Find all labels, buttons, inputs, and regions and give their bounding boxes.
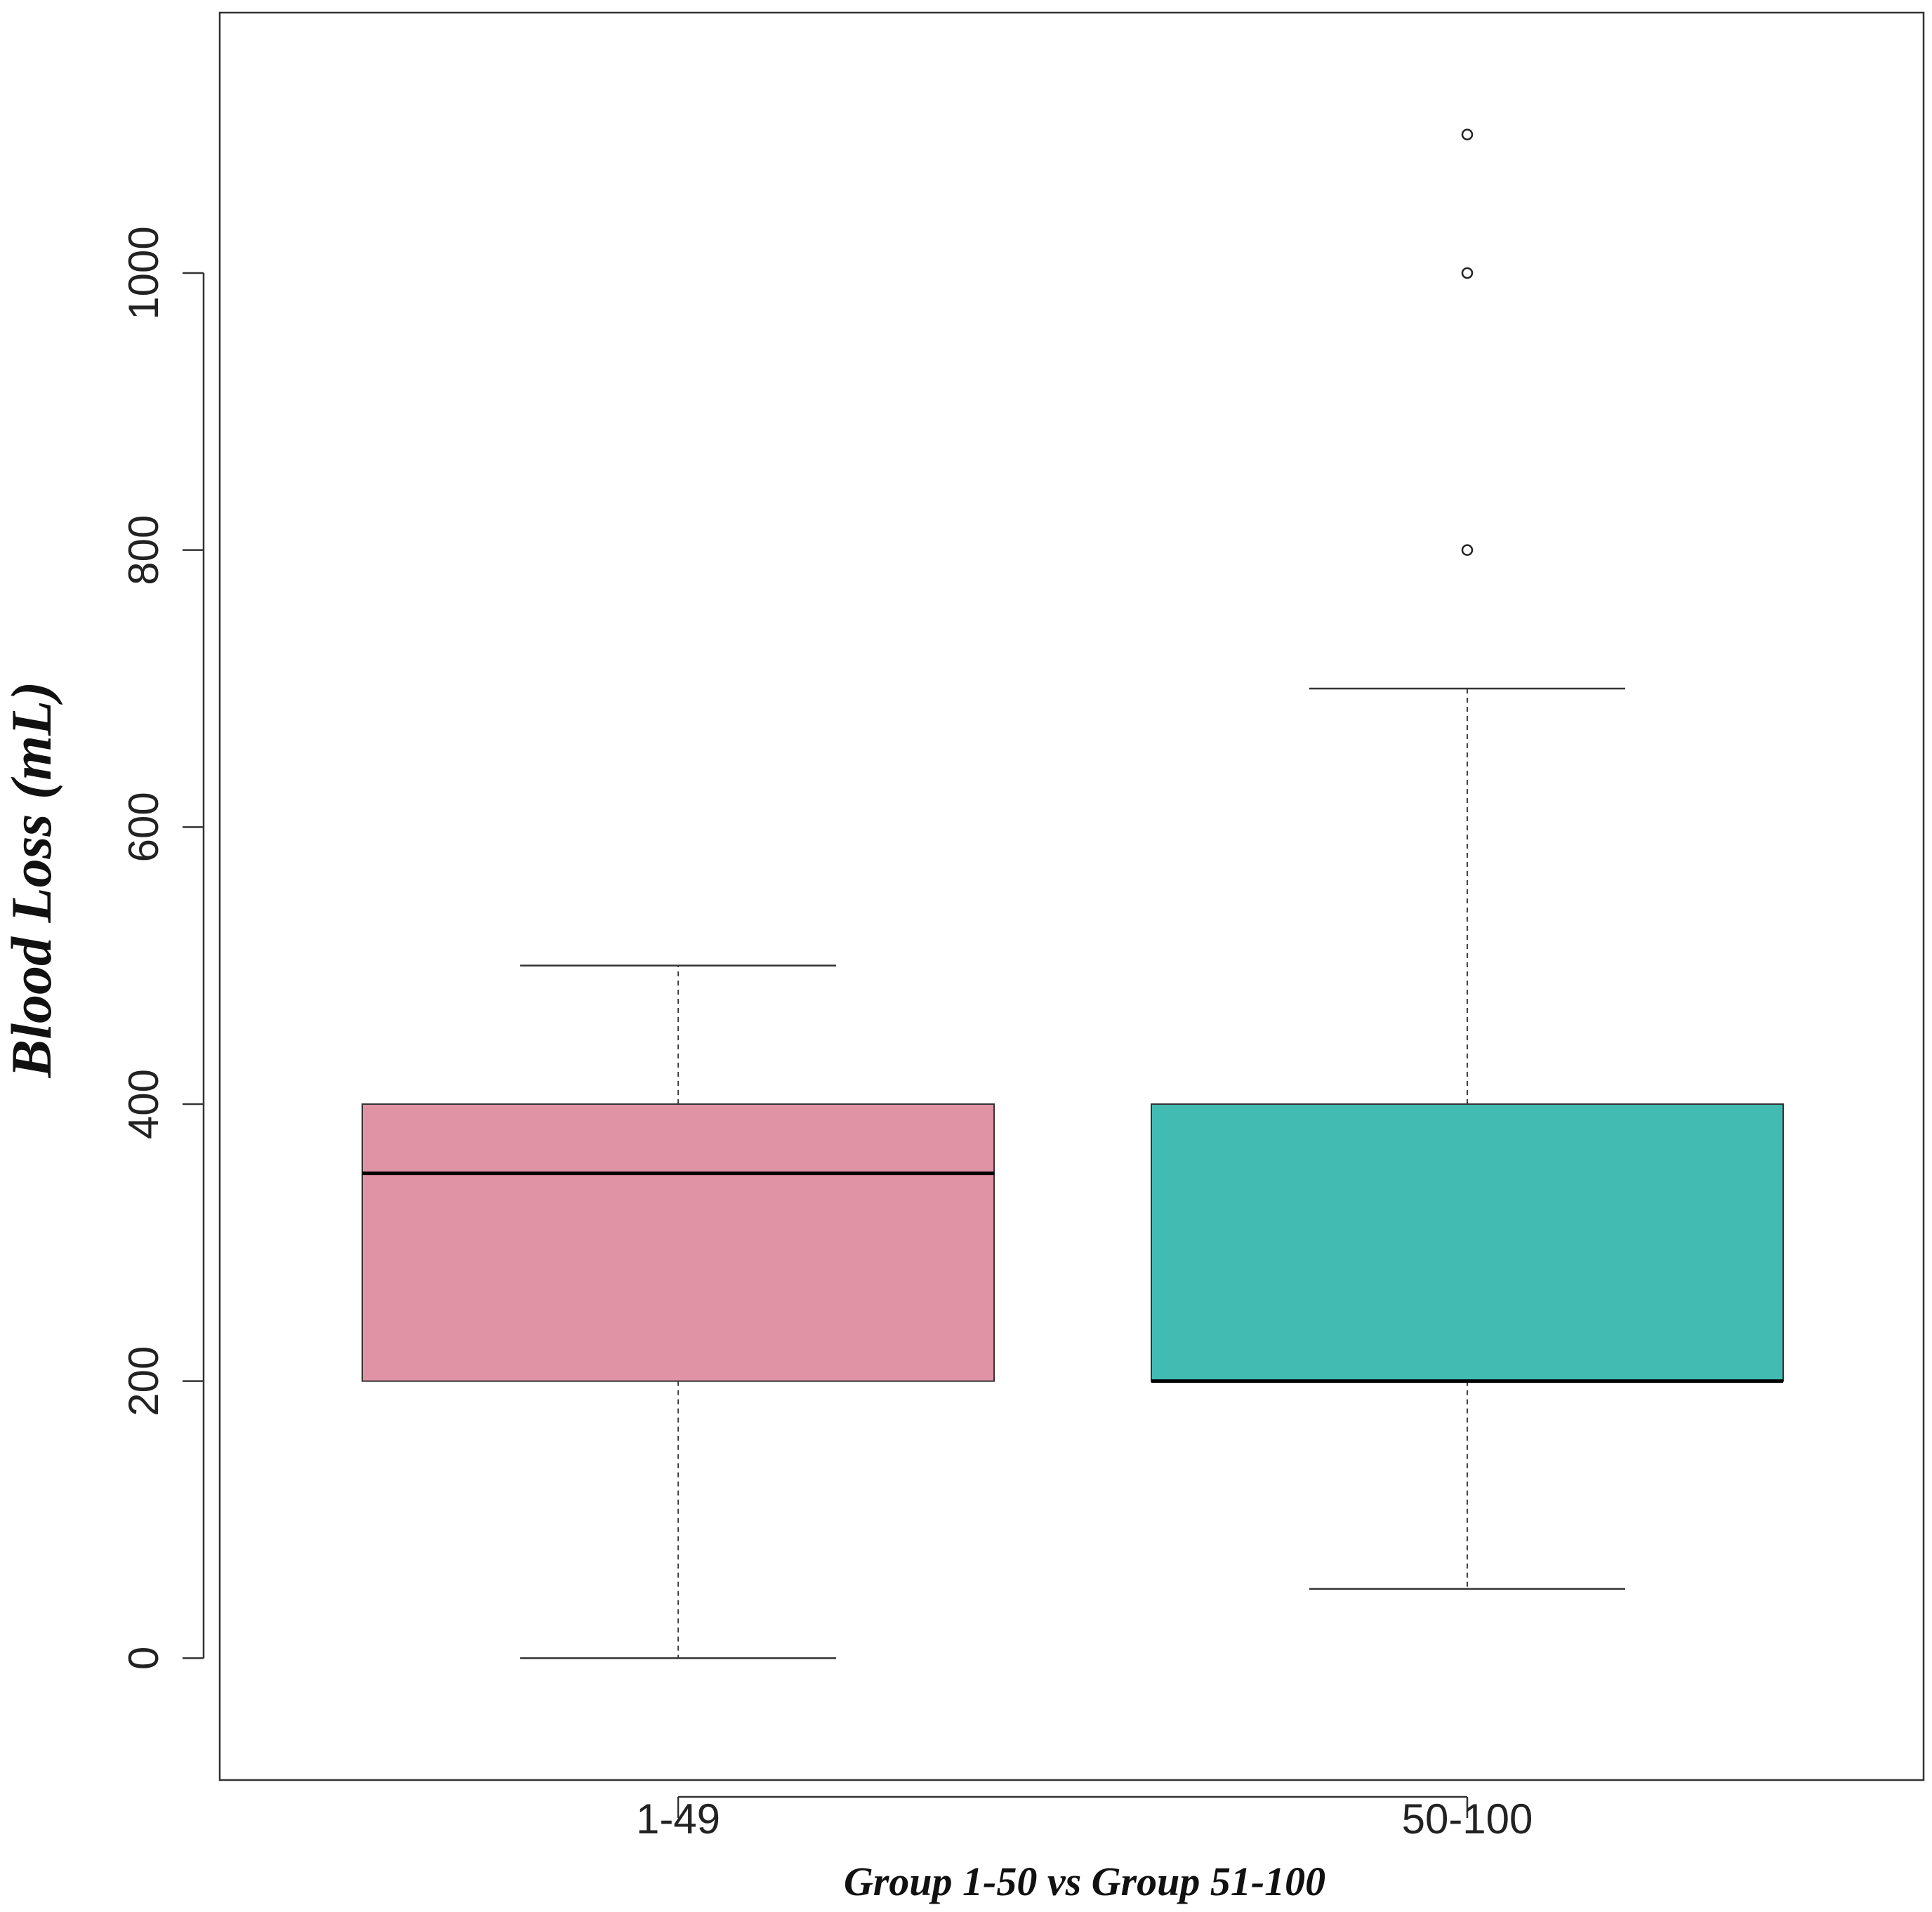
- box-body: [362, 1103, 995, 1382]
- x-tick-label: 1-49: [636, 1795, 720, 1843]
- plot-area: [362, 128, 1784, 1659]
- box-50-100: [1151, 128, 1784, 1590]
- outlier-point: [1461, 544, 1474, 556]
- y-tick-label: 600: [120, 792, 167, 862]
- box-1-49: [362, 964, 995, 1659]
- y-axis-title: Blood Loss (mL): [0, 682, 63, 1079]
- y-tick-label: 0: [120, 1647, 167, 1670]
- y-tick-label: 400: [120, 1069, 167, 1139]
- axes: 0 200 400 600 800 1000 1-49 50-100 Group 1-50 vs…: [0, 11, 1925, 1904]
- y-tick-label: 800: [120, 515, 167, 585]
- plot-frame: [218, 11, 1925, 1781]
- outlier-point: [1461, 128, 1474, 140]
- x-tick-label: 50-100: [1402, 1795, 1533, 1843]
- y-tick-label: 200: [120, 1346, 167, 1416]
- x-axis-title: Group 1-50 vs Group 51-100: [844, 1859, 1325, 1904]
- y-tick-label: 1000: [120, 226, 167, 319]
- outlier-point: [1461, 267, 1474, 279]
- box-body: [1151, 1103, 1784, 1382]
